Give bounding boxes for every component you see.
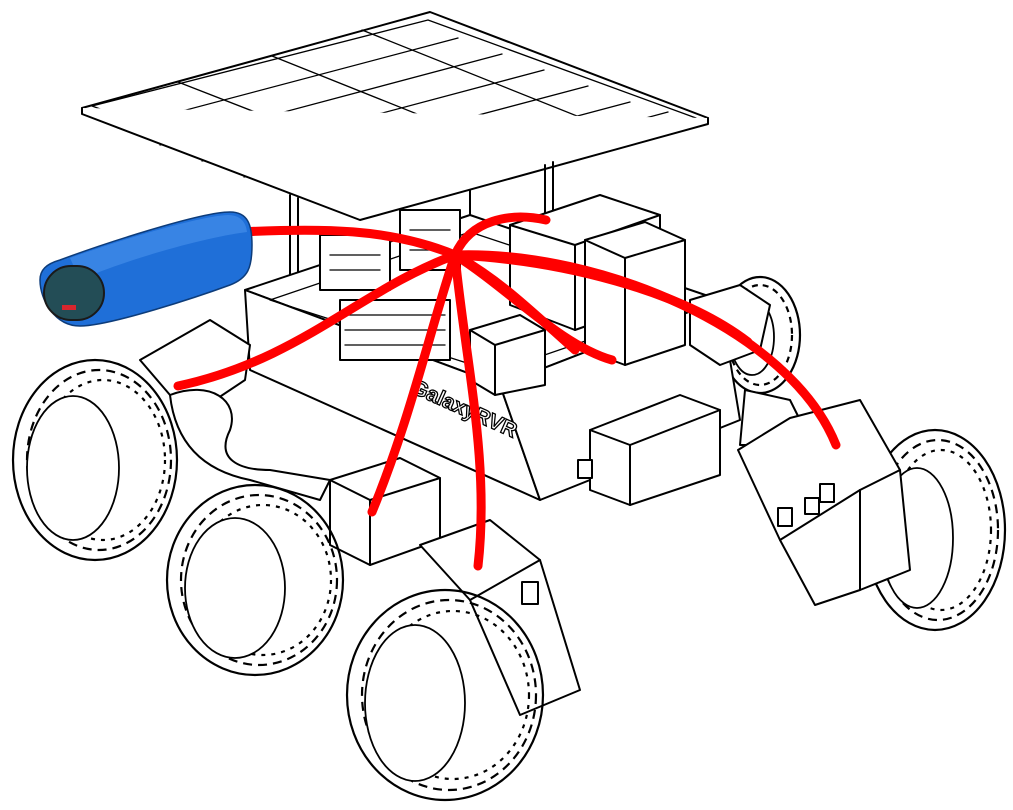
wire-to-front-right-motor: [450, 250, 841, 450]
electronic-modules: [469, 194, 686, 396]
wiring-harness: [173, 212, 841, 571]
wire-to-rear-left-motor: [173, 250, 460, 391]
left-rocker-arm: [139, 319, 441, 566]
wire-to-front-left-motor: [450, 250, 486, 571]
wheel-rear-left: [11, 358, 179, 562]
battery-end-cap: [43, 265, 105, 321]
solar-panel: [81, 11, 709, 221]
wheel-front-left: [345, 588, 545, 802]
battery-terminal: [62, 305, 76, 310]
wire-to-rear-module: [450, 250, 580, 355]
wire-to-top-module: [450, 212, 551, 260]
wire-to-battery: [235, 225, 460, 260]
battery-pack: [39, 211, 253, 327]
rover-chassis: GalaxyRVR: [244, 194, 741, 506]
motor-housing-front-right: [737, 399, 911, 606]
wheel-middle-left: [165, 483, 345, 677]
front-connector-box: [577, 394, 721, 506]
wire-to-middle-left-motor: [367, 250, 460, 517]
